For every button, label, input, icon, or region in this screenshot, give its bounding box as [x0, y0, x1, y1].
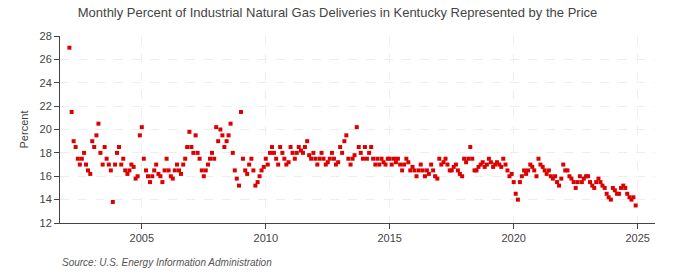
svg-text:2005: 2005 [130, 232, 154, 244]
svg-text:12: 12 [40, 217, 52, 229]
svg-text:Source: U.S. Energy Informatio: Source: U.S. Energy Information Administ… [62, 257, 272, 268]
svg-text:16: 16 [40, 170, 52, 182]
svg-text:24: 24 [40, 77, 52, 89]
svg-text:28: 28 [40, 30, 52, 42]
svg-text:2010: 2010 [254, 232, 278, 244]
svg-text:22: 22 [40, 100, 52, 112]
svg-text:2025: 2025 [625, 232, 649, 244]
svg-text:Monthly Percent of Industrial: Monthly Percent of Industrial Natural Ga… [78, 5, 598, 20]
svg-text:2015: 2015 [377, 232, 401, 244]
svg-text:20: 20 [40, 123, 52, 135]
svg-text:26: 26 [40, 53, 52, 65]
svg-text:18: 18 [40, 147, 52, 159]
svg-text:14: 14 [40, 193, 52, 205]
svg-text:2020: 2020 [501, 232, 525, 244]
svg-text:Percent: Percent [18, 111, 30, 149]
